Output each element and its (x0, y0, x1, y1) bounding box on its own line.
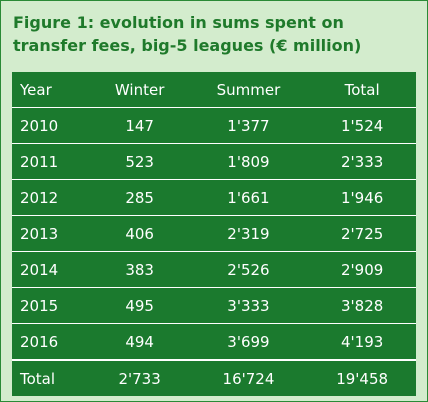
year-cell: 2011 (12, 143, 91, 180)
table-row: 2010 147 1'377 1'524 (12, 107, 416, 144)
year-cell: 2016 (12, 323, 91, 360)
total-cell: 2'909 (308, 251, 416, 288)
year-cell: 2013 (12, 215, 91, 252)
figure-title: Figure 1: evolution in sums spent on tra… (13, 13, 362, 55)
table-header-row: Year Winter Summer Total (12, 72, 416, 108)
winter-cell: 406 (90, 215, 189, 252)
summer-cell: 1'377 (188, 107, 309, 144)
total-winter-cell: 2'733 (90, 359, 189, 396)
header-total: Total (344, 80, 380, 99)
summer-cell: 3'333 (188, 287, 309, 324)
header-year: Year (20, 80, 52, 99)
table-row: 2014 383 2'526 2'909 (12, 251, 416, 288)
summer-cell: 1'809 (188, 143, 309, 180)
table-row: 2012 285 1'661 1'946 (12, 179, 416, 216)
summer-cell: 3'699 (188, 323, 309, 360)
winter-cell: 383 (90, 251, 189, 288)
table-row: 2013 406 2'319 2'725 (12, 215, 416, 252)
total-cell: 4'193 (308, 323, 416, 360)
total-cell: 2'725 (308, 215, 416, 252)
winter-cell: 523 (90, 143, 189, 180)
transfer-fees-table: Year Winter Summer Total 2010 147 1'377 … (12, 72, 416, 396)
header-winter: Winter (114, 80, 165, 99)
year-cell: 2015 (12, 287, 91, 324)
winter-cell: 147 (90, 107, 189, 144)
header-summer: Summer (216, 80, 281, 99)
table-row: 2015 495 3'333 3'828 (12, 287, 416, 324)
grand-total-cell: 19'458 (308, 359, 416, 396)
total-cell: 2'333 (308, 143, 416, 180)
year-cell: 2014 (12, 251, 91, 288)
table-row: 2016 494 3'699 4'193 (12, 323, 416, 360)
winter-cell: 495 (90, 287, 189, 324)
total-cell: 3'828 (308, 287, 416, 324)
summer-cell: 1'661 (188, 179, 309, 216)
year-cell: 2012 (12, 179, 91, 216)
total-summer-cell: 16'724 (188, 359, 309, 396)
total-cell: 1'524 (308, 107, 416, 144)
summer-cell: 2'526 (188, 251, 309, 288)
year-cell: 2010 (12, 107, 91, 144)
total-label-cell: Total (12, 359, 91, 396)
summer-cell: 2'319 (188, 215, 309, 252)
winter-cell: 285 (90, 179, 189, 216)
table-row: 2011 523 1'809 2'333 (12, 143, 416, 180)
winter-cell: 494 (90, 323, 189, 360)
table-total-row: Total 2'733 16'724 19'458 (12, 359, 416, 396)
total-cell: 1'946 (308, 179, 416, 216)
